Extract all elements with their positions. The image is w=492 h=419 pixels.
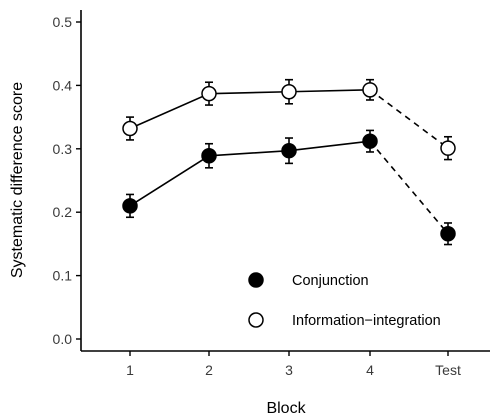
data-point [201, 85, 217, 102]
y-tick-label: 0.2 [53, 204, 73, 220]
data-point [440, 140, 456, 156]
data-point [281, 83, 297, 100]
data-point [362, 133, 378, 149]
data-point [281, 142, 297, 159]
series-line [129, 140, 371, 207]
data-point [122, 120, 138, 137]
axes: 0.0 0.1 0.2 0.3 0.4 0.5 1 2 3 4 Test [53, 10, 490, 378]
legend: Conjunction Information−integration [248, 272, 441, 329]
legend-label: Conjunction [292, 273, 369, 289]
series-information-integration [122, 78, 456, 161]
y-tick-label: 0.1 [53, 268, 73, 284]
legend-marker [248, 272, 264, 288]
series-layer [122, 78, 456, 246]
x-axis-title: Block [266, 400, 306, 417]
series-dashed-line [369, 89, 449, 149]
y-axis-title: Systematic difference score [9, 82, 26, 278]
x-tick-label: Test [435, 362, 461, 378]
x-tick-label: 2 [205, 362, 213, 378]
data-point [362, 82, 378, 98]
legend-marker [248, 312, 264, 328]
y-tick-label: 0.0 [53, 331, 73, 347]
series-conjunction [122, 129, 456, 246]
legend-label: Information−integration [292, 313, 441, 329]
x-tick-label: 3 [285, 362, 293, 378]
data-point [201, 148, 217, 164]
y-tick-label: 0.4 [53, 77, 73, 93]
y-tick-label: 0.3 [53, 141, 73, 157]
y-tick-label: 0.5 [53, 14, 73, 30]
series-dashed-line [369, 140, 449, 235]
x-tick-label: 4 [366, 362, 374, 378]
series-line [129, 89, 371, 130]
data-point [122, 198, 138, 214]
data-point [440, 226, 456, 242]
x-tick-label: 1 [126, 362, 134, 378]
